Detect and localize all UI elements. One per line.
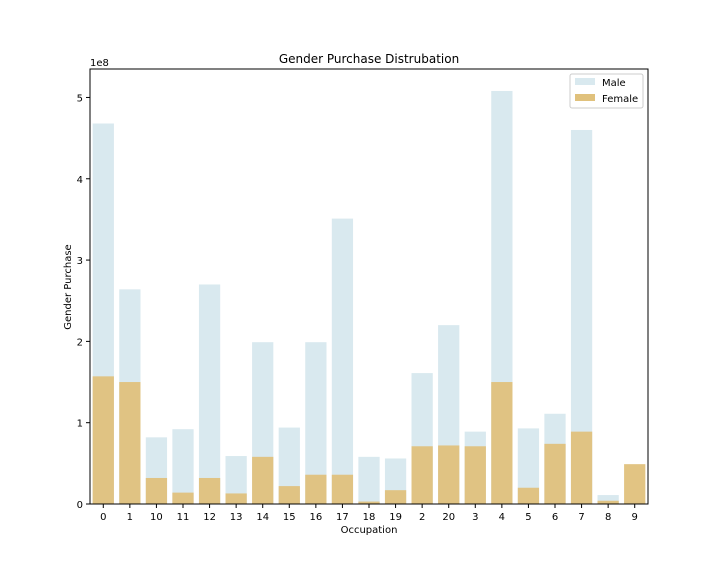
bar-male-11: [172, 429, 194, 504]
bar-female-11: [172, 492, 194, 504]
male-bars: [92, 90, 646, 505]
chart-title: Gender Purchase Distrubation: [279, 52, 459, 66]
bar-male-8: [597, 495, 619, 504]
x-tick-label: 9: [632, 512, 638, 523]
x-tick-label: 13: [230, 512, 243, 523]
x-tick-label: 20: [442, 512, 455, 523]
y-tick-label: 0: [77, 500, 83, 511]
legend-label-female: Female: [602, 94, 638, 105]
bar-female-1: [119, 382, 141, 504]
bar-female-12: [198, 477, 221, 504]
plot-area: [89, 68, 649, 505]
x-tick-label: 17: [336, 512, 349, 523]
x-tick-label: 6: [552, 512, 558, 523]
bar-female-16: [305, 474, 327, 504]
bar-male-13: [225, 456, 247, 504]
y-tick-label: 5: [77, 93, 83, 104]
female-bars: [92, 376, 646, 504]
y-tick-label: 2: [77, 337, 83, 348]
bar-female-13: [225, 493, 247, 504]
x-tick-label: 3: [472, 512, 478, 523]
bar-female-6: [544, 443, 566, 504]
y-multiplier-label: 1e8: [90, 58, 109, 69]
bar-female-9: [624, 464, 646, 504]
bar-male-5: [517, 428, 540, 504]
x-tick-label: 8: [605, 512, 611, 523]
bar-female-18: [358, 501, 380, 504]
bar-male-7: [570, 129, 593, 504]
x-tick-label: 1: [127, 512, 133, 523]
x-tick-label: 5: [525, 512, 531, 523]
y-axis-label: Gender Purchase: [63, 244, 74, 329]
x-tick-label: 11: [177, 512, 190, 523]
x-tick-label: 2: [419, 512, 425, 523]
bar-female-14: [252, 456, 274, 504]
bar-female-19: [384, 490, 407, 504]
bar-female-3: [464, 446, 486, 504]
bar-female-5: [517, 487, 540, 504]
y-tick-label: 1: [77, 419, 83, 430]
bar-female-17: [331, 474, 354, 504]
y-tick-label: 4: [77, 175, 83, 186]
bar-female-8: [597, 500, 619, 504]
bar-male-15: [278, 427, 300, 504]
legend-swatch-female: [575, 94, 595, 101]
x-tick-label: 16: [309, 512, 322, 523]
x-tick-label: 19: [389, 512, 402, 523]
legend: Male Female: [569, 73, 644, 109]
x-tick-label: 14: [256, 512, 269, 523]
x-tick-label: 4: [499, 512, 505, 523]
y-axis: 0 1 2 3 4 5: [77, 93, 90, 511]
x-axis: 0 1 10 11 12 13 14 15 16 17 18 19 2 20 3 4 5 6 7 8 9: [100, 504, 638, 523]
x-tick-label: 10: [150, 512, 163, 523]
legend-swatch-male: [575, 78, 595, 85]
bar-male-18: [358, 456, 380, 504]
bar-female-10: [145, 477, 168, 504]
legend-label-male: Male: [602, 78, 626, 89]
bar-female-7: [570, 431, 593, 504]
x-tick-label: 0: [100, 512, 106, 523]
bar-male-12: [198, 284, 221, 504]
bar-female-4: [491, 382, 513, 504]
bar-female-20: [438, 445, 460, 504]
bar-female-2: [411, 446, 433, 504]
x-tick-label: 12: [203, 512, 216, 523]
y-tick-label: 3: [77, 256, 83, 267]
bar-male-16: [305, 342, 327, 504]
x-axis-label: Occupation: [341, 525, 398, 536]
bar-male-17: [331, 218, 354, 504]
bar-female-0: [92, 376, 114, 504]
x-tick-label: 18: [363, 512, 376, 523]
bar-female-15: [278, 486, 300, 504]
x-tick-label: 7: [578, 512, 584, 523]
x-tick-label: 15: [283, 512, 296, 523]
